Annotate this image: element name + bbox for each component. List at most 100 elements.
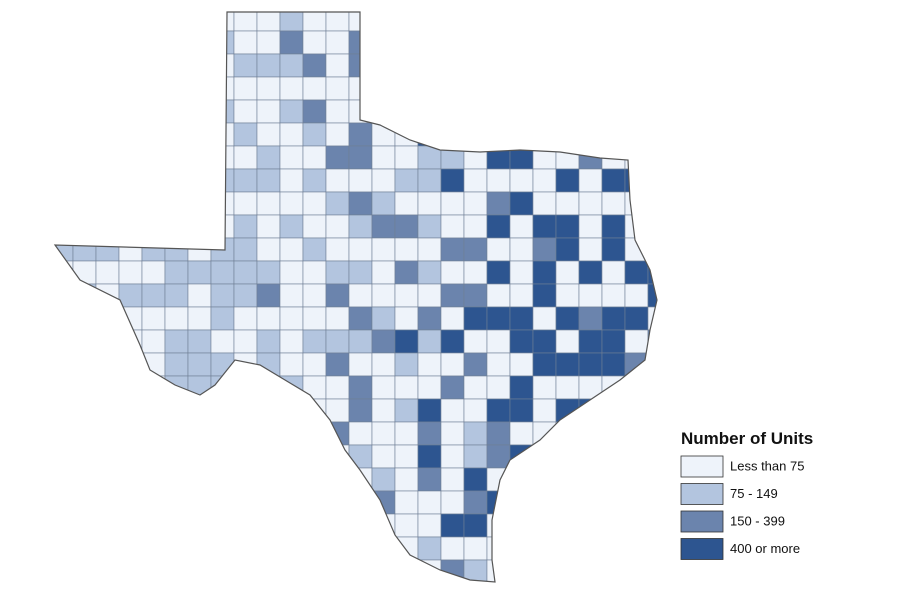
county	[394, 99, 419, 124]
county	[532, 421, 557, 446]
county	[95, 237, 120, 262]
county	[578, 76, 603, 101]
county	[555, 398, 580, 423]
legend-label: 75 - 149	[730, 486, 778, 501]
county	[371, 421, 396, 446]
county	[532, 53, 557, 78]
county	[279, 398, 304, 423]
county	[578, 398, 603, 423]
county	[233, 329, 258, 354]
county	[95, 398, 120, 423]
county	[210, 214, 235, 239]
county	[187, 490, 212, 515]
county	[256, 513, 281, 538]
county	[141, 237, 166, 262]
county	[256, 76, 281, 101]
county	[348, 122, 373, 147]
county	[302, 421, 327, 446]
county	[509, 467, 534, 492]
county	[325, 260, 350, 285]
county	[394, 168, 419, 193]
county	[141, 168, 166, 193]
county	[348, 559, 373, 582]
county	[371, 214, 396, 239]
county	[164, 306, 189, 331]
county	[394, 398, 419, 423]
county	[509, 283, 534, 308]
county	[118, 375, 143, 400]
county	[233, 444, 258, 469]
county	[141, 421, 166, 446]
county	[394, 421, 419, 446]
county	[509, 513, 534, 538]
county	[141, 145, 166, 170]
county	[647, 329, 657, 354]
county	[72, 513, 97, 538]
county	[55, 513, 74, 538]
county	[95, 536, 120, 561]
county	[210, 191, 235, 216]
county	[164, 191, 189, 216]
county	[555, 467, 580, 492]
county	[303, 583, 326, 594]
county	[578, 375, 603, 400]
county	[72, 536, 97, 561]
county	[164, 467, 189, 492]
county	[325, 283, 350, 308]
county	[578, 99, 603, 124]
county	[440, 191, 465, 216]
county	[256, 237, 281, 262]
county	[256, 122, 281, 147]
county	[417, 99, 442, 124]
county	[141, 76, 166, 101]
county	[72, 214, 97, 239]
county	[486, 260, 511, 285]
county	[233, 513, 258, 538]
county	[532, 145, 557, 170]
county	[578, 306, 603, 331]
county	[394, 306, 419, 331]
county	[118, 214, 143, 239]
county	[95, 306, 120, 331]
county	[624, 53, 649, 78]
county	[509, 329, 534, 354]
county	[394, 214, 419, 239]
county	[463, 444, 488, 469]
county	[95, 12, 120, 32]
county	[279, 214, 304, 239]
county	[118, 467, 143, 492]
county	[555, 53, 580, 78]
county	[509, 76, 534, 101]
county	[279, 283, 304, 308]
county	[486, 375, 511, 400]
county	[601, 536, 626, 561]
county	[555, 329, 580, 354]
county	[348, 329, 373, 354]
county	[555, 76, 580, 101]
county	[164, 12, 189, 32]
county	[463, 398, 488, 423]
county	[72, 421, 97, 446]
county	[624, 467, 649, 492]
county	[463, 329, 488, 354]
county	[624, 12, 649, 32]
county	[578, 260, 603, 285]
county	[578, 513, 603, 538]
county	[256, 329, 281, 354]
county	[55, 490, 74, 515]
county	[532, 12, 557, 32]
county	[256, 421, 281, 446]
county	[624, 237, 649, 262]
county	[164, 99, 189, 124]
county	[601, 329, 626, 354]
county	[532, 490, 557, 515]
county	[233, 467, 258, 492]
county	[233, 214, 258, 239]
county	[187, 76, 212, 101]
county	[233, 536, 258, 561]
county	[210, 375, 235, 400]
county	[118, 53, 143, 78]
county	[647, 375, 657, 400]
county	[555, 421, 580, 446]
county	[463, 513, 488, 538]
